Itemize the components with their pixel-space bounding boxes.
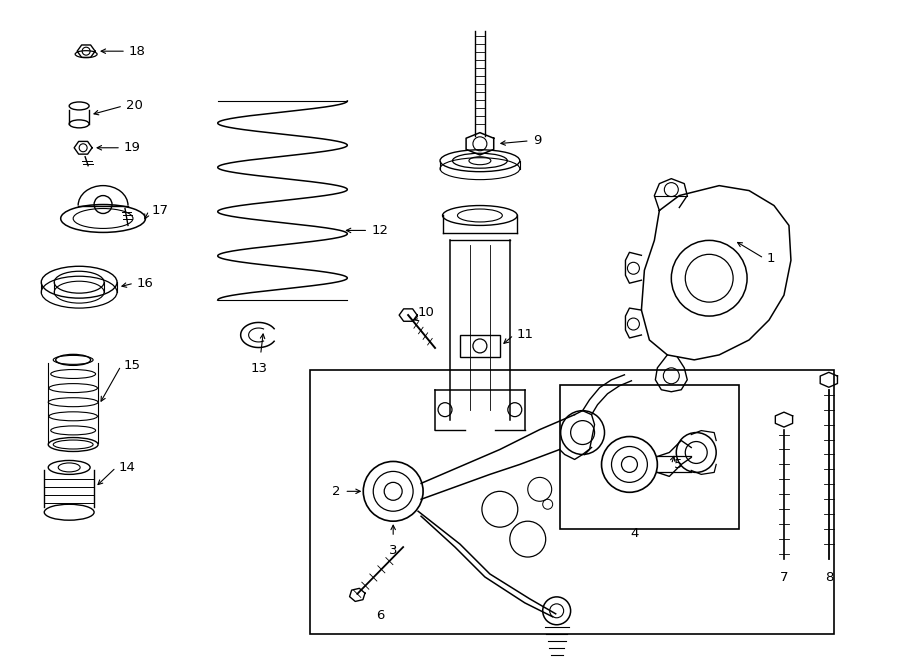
Text: 8: 8 [824, 571, 833, 584]
Text: 12: 12 [371, 224, 388, 237]
Bar [310, 370, 833, 634]
Text: 11: 11 [517, 329, 534, 342]
Text: 15: 15 [124, 360, 141, 372]
Text: 20: 20 [126, 99, 143, 112]
Text: 5: 5 [674, 458, 683, 471]
Text: 2: 2 [332, 485, 340, 498]
Text: 13: 13 [250, 362, 267, 375]
Text: 7: 7 [779, 571, 788, 584]
Text: 18: 18 [129, 45, 146, 58]
Text: 10: 10 [417, 305, 434, 319]
Text: 6: 6 [376, 609, 384, 622]
Text: 3: 3 [389, 544, 398, 557]
Text: 1: 1 [767, 252, 776, 265]
Text: 17: 17 [152, 204, 169, 217]
Bar [560, 385, 739, 529]
Text: 19: 19 [124, 141, 141, 154]
Text: 4: 4 [630, 527, 639, 540]
Text: 9: 9 [533, 134, 541, 147]
Text: 16: 16 [137, 277, 154, 290]
Text: 14: 14 [119, 461, 136, 474]
Bar [460, 335, 500, 357]
